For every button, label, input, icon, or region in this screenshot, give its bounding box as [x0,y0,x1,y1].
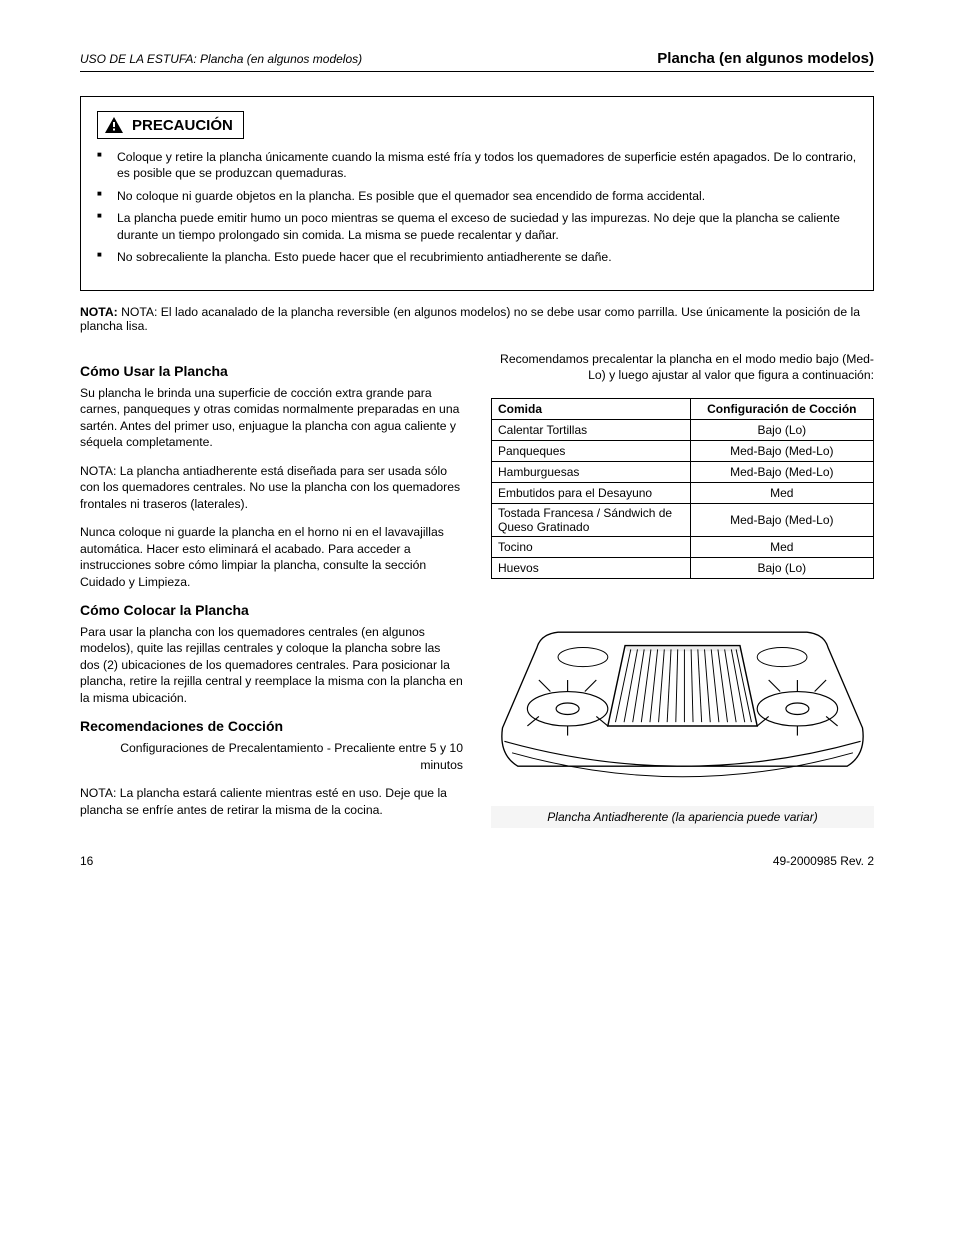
table-row: Embutidos para el DesayunoMed [492,482,874,503]
precaution-item: Coloque y retire la plancha únicamente c… [97,149,857,182]
table-row: Calentar TortillasBajo (Lo) [492,419,874,440]
table-row: Tostada Francesa / Sándwich de Queso Gra… [492,503,874,536]
cook-settings-table: Comida Configuración de Cocción Calentar… [491,398,874,579]
precaution-list: Coloque y retire la plancha únicamente c… [97,149,857,266]
header-right: Plancha (en algunos modelos) [657,50,874,67]
how-to-use-body-3: Nunca coloque ni guarde la plancha en el… [80,524,463,590]
illustration-caption: Plancha Antiadherente (la apariencia pue… [491,806,874,828]
griddle-illustration-wrap: Plancha Antiadherente (la apariencia pue… [491,613,874,828]
cook-title: Recomendaciones de Cocción [80,718,463,734]
warning-triangle-icon [104,116,124,134]
precaution-item: No coloque ni guarde objetos en la planc… [97,188,857,204]
placement-body: Para usar la plancha con los quemadores … [80,624,463,706]
table-row: PanquequesMed-Bajo (Med-Lo) [492,440,874,461]
griddle-stove-illustration [491,613,874,795]
cook-line-1: Configuraciones de Precalentamiento - Pr… [80,740,463,773]
header-rule [80,71,874,72]
precaution-item: La plancha puede emitir humo un poco mie… [97,210,857,243]
page-number: 16 [80,854,93,868]
table-head-food: Comida [492,398,691,419]
how-to-use-body-1: Su plancha le brinda una superficie de c… [80,385,463,451]
table-row: TocinoMed [492,536,874,557]
how-to-use-title: Cómo Usar la Plancha [80,363,463,379]
how-to-use-body-2: NOTA: La plancha antiadherente está dise… [80,463,463,512]
precaution-box: PRECAUCIÓN Coloque y retire la plancha ú… [80,96,874,291]
precaution-title: PRECAUCIÓN [97,111,244,139]
header-left: USO DE LA ESTUFA: Plancha (en algunos mo… [80,52,362,66]
part-number: 49-2000985 Rev. 2 [773,854,874,868]
table-row: HuevosBajo (Lo) [492,557,874,578]
table-head-setting: Configuración de Cocción [690,398,873,419]
precaution-label: PRECAUCIÓN [132,117,233,134]
cook-line-2: NOTA: La plancha estará caliente mientra… [80,785,463,818]
note-line: NOTA: NOTA: El lado acanalado de la plan… [80,305,874,333]
recommend-text: Recomendamos precalentar la plancha en e… [491,351,874,384]
precaution-item: No sobrecaliente la plancha. Esto puede … [97,249,857,265]
table-row: HamburguesasMed-Bajo (Med-Lo) [492,461,874,482]
placement-title: Cómo Colocar la Plancha [80,602,463,618]
